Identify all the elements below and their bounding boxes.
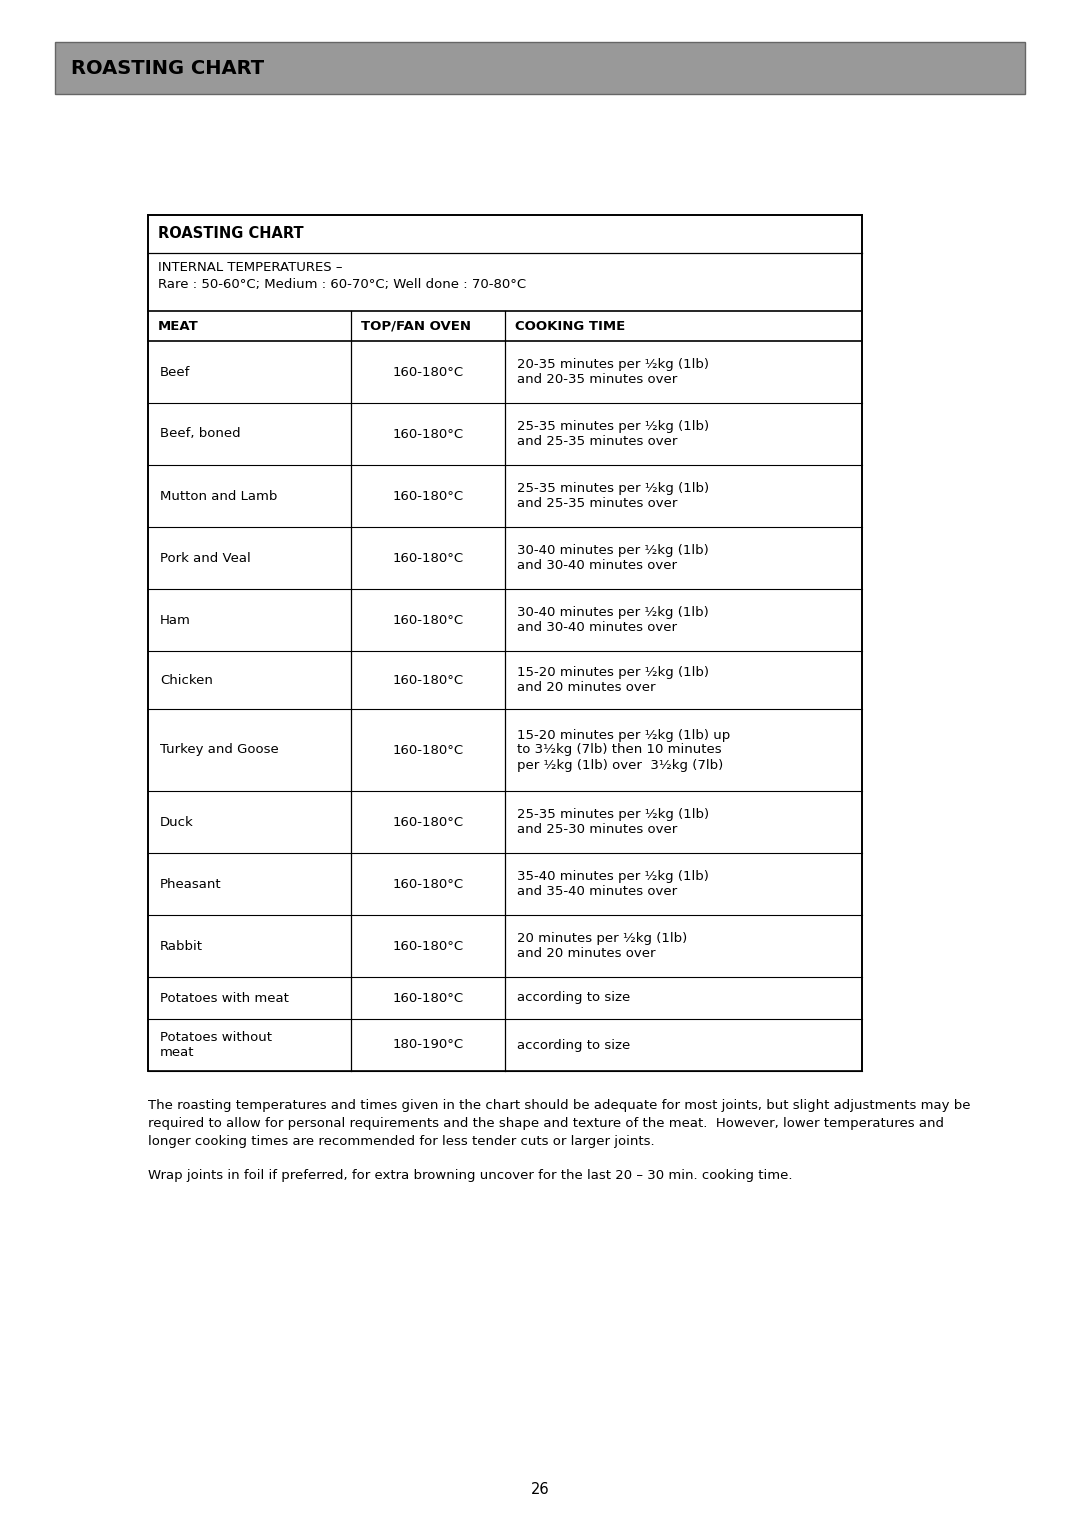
Text: and 25-30 minutes over: and 25-30 minutes over <box>517 824 677 836</box>
Text: 20 minutes per ½kg (1lb): 20 minutes per ½kg (1lb) <box>517 932 687 944</box>
Text: ROASTING CHART: ROASTING CHART <box>158 226 303 241</box>
Text: 160-180°C: 160-180°C <box>393 674 463 686</box>
Text: 160-180°C: 160-180°C <box>393 877 463 891</box>
Text: Potatoes without: Potatoes without <box>160 1031 272 1044</box>
Text: required to allow for personal requirements and the shape and texture of the mea: required to allow for personal requireme… <box>148 1117 944 1131</box>
Text: 160-180°C: 160-180°C <box>393 552 463 564</box>
Text: Wrap joints in foil if preferred, for extra browning uncover for the last 20 – 3: Wrap joints in foil if preferred, for ex… <box>148 1169 793 1183</box>
Text: meat: meat <box>160 1047 194 1059</box>
Text: and 35-40 minutes over: and 35-40 minutes over <box>517 885 677 898</box>
Text: 30-40 minutes per ½kg (1lb): 30-40 minutes per ½kg (1lb) <box>517 544 708 558</box>
Text: Potatoes with meat: Potatoes with meat <box>160 992 288 1004</box>
Text: COOKING TIME: COOKING TIME <box>515 319 625 333</box>
Text: 160-180°C: 160-180°C <box>393 744 463 756</box>
Text: ROASTING CHART: ROASTING CHART <box>71 58 265 78</box>
Text: 160-180°C: 160-180°C <box>393 614 463 626</box>
Text: and 25-35 minutes over: and 25-35 minutes over <box>517 497 677 510</box>
Text: and 20 minutes over: and 20 minutes over <box>517 681 656 694</box>
Text: Duck: Duck <box>160 816 193 828</box>
Text: and 30-40 minutes over: and 30-40 minutes over <box>517 620 677 634</box>
Text: 25-35 minutes per ½kg (1lb): 25-35 minutes per ½kg (1lb) <box>517 808 710 821</box>
Text: Mutton and Lamb: Mutton and Lamb <box>160 489 278 503</box>
Text: 15-20 minutes per ½kg (1lb): 15-20 minutes per ½kg (1lb) <box>517 666 708 678</box>
FancyBboxPatch shape <box>148 215 862 1071</box>
Text: and 30-40 minutes over: and 30-40 minutes over <box>517 559 677 571</box>
Text: 160-180°C: 160-180°C <box>393 992 463 1004</box>
Text: according to size: according to size <box>517 992 631 1004</box>
Text: Ham: Ham <box>160 614 191 626</box>
Text: Chicken: Chicken <box>160 674 213 686</box>
Text: INTERNAL TEMPERATURES –: INTERNAL TEMPERATURES – <box>158 261 342 274</box>
Text: and 25-35 minutes over: and 25-35 minutes over <box>517 435 677 448</box>
Text: Turkey and Goose: Turkey and Goose <box>160 744 279 756</box>
Text: per ½kg (1lb) over  3½kg (7lb): per ½kg (1lb) over 3½kg (7lb) <box>517 758 724 772</box>
FancyBboxPatch shape <box>55 41 1025 95</box>
Text: 160-180°C: 160-180°C <box>393 489 463 503</box>
Text: 35-40 minutes per ½kg (1lb): 35-40 minutes per ½kg (1lb) <box>517 869 708 883</box>
Text: 160-180°C: 160-180°C <box>393 940 463 952</box>
Text: TOP/FAN OVEN: TOP/FAN OVEN <box>362 319 472 333</box>
Text: to 3½kg (7lb) then 10 minutes: to 3½kg (7lb) then 10 minutes <box>517 744 721 756</box>
Text: 160-180°C: 160-180°C <box>393 428 463 440</box>
Text: 160-180°C: 160-180°C <box>393 816 463 828</box>
Text: Rabbit: Rabbit <box>160 940 203 952</box>
Text: Pheasant: Pheasant <box>160 877 221 891</box>
Text: Beef: Beef <box>160 365 190 379</box>
Text: 180-190°C: 180-190°C <box>393 1039 463 1051</box>
Text: 30-40 minutes per ½kg (1lb): 30-40 minutes per ½kg (1lb) <box>517 607 708 619</box>
Text: according to size: according to size <box>517 1039 631 1051</box>
Text: 25-35 minutes per ½kg (1lb): 25-35 minutes per ½kg (1lb) <box>517 481 710 495</box>
Text: Pork and Veal: Pork and Veal <box>160 552 251 564</box>
Text: The roasting temperatures and times given in the chart should be adequate for mo: The roasting temperatures and times give… <box>148 1099 971 1112</box>
Text: Beef, boned: Beef, boned <box>160 428 241 440</box>
Text: and 20-35 minutes over: and 20-35 minutes over <box>517 373 677 387</box>
Text: longer cooking times are recommended for less tender cuts or larger joints.: longer cooking times are recommended for… <box>148 1135 654 1148</box>
Text: 160-180°C: 160-180°C <box>393 365 463 379</box>
Text: and 20 minutes over: and 20 minutes over <box>517 947 656 960</box>
Text: MEAT: MEAT <box>158 319 199 333</box>
Text: Rare : 50-60°C; Medium : 60-70°C; Well done : 70-80°C: Rare : 50-60°C; Medium : 60-70°C; Well d… <box>158 278 526 290</box>
Text: 25-35 minutes per ½kg (1lb): 25-35 minutes per ½kg (1lb) <box>517 420 710 432</box>
Text: 15-20 minutes per ½kg (1lb) up: 15-20 minutes per ½kg (1lb) up <box>517 729 730 741</box>
Text: 20-35 minutes per ½kg (1lb): 20-35 minutes per ½kg (1lb) <box>517 358 708 371</box>
Text: 26: 26 <box>530 1482 550 1497</box>
